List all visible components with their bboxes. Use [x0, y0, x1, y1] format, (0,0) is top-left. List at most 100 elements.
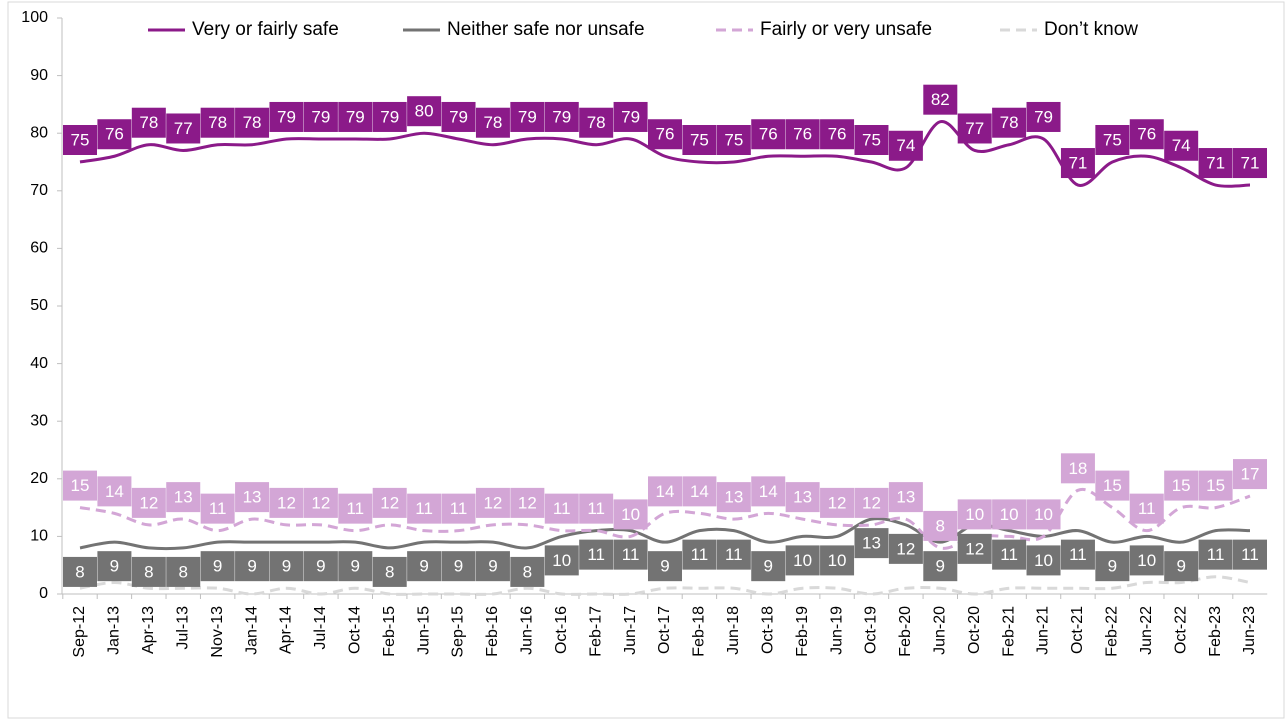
x-tick-label: Oct-21	[1069, 606, 1086, 654]
data-label: 8	[523, 562, 532, 581]
data-label: 9	[936, 557, 945, 576]
data-label: 78	[587, 113, 606, 132]
x-tick-label: Oct-19	[863, 606, 880, 654]
data-label: 8	[385, 562, 394, 581]
data-label: 13	[862, 534, 881, 553]
data-label-box	[1026, 101, 1061, 132]
data-label: 12	[277, 493, 296, 512]
data-label-box	[269, 551, 304, 582]
data-label-box	[475, 551, 510, 582]
data-label-box	[235, 551, 270, 582]
data-label: 8	[936, 516, 945, 535]
data-label-box	[820, 545, 855, 576]
x-tick-label: Jun-16	[519, 606, 536, 655]
data-label: 13	[896, 488, 915, 507]
data-label-box	[63, 470, 97, 501]
data-label-box	[579, 107, 614, 138]
data-label-box	[372, 556, 407, 587]
chart-frame	[7, 1, 1285, 719]
data-label-box	[682, 539, 717, 570]
data-label-box	[544, 493, 579, 524]
data-label-box	[338, 493, 373, 524]
data-label-box	[166, 113, 201, 144]
data-label-box	[510, 556, 545, 587]
data-label-box	[1198, 470, 1233, 501]
data-label: 9	[660, 557, 669, 576]
data-label-box	[441, 101, 476, 132]
data-label-box	[544, 545, 579, 576]
data-label: 11	[1000, 545, 1018, 564]
legend-label: Neither safe nor unsafe	[447, 19, 645, 40]
data-label: 71	[1206, 154, 1225, 173]
data-label: 77	[965, 119, 984, 138]
data-label: 13	[793, 488, 812, 507]
data-label-box	[63, 125, 97, 155]
data-label-box	[372, 487, 407, 518]
data-label-box	[613, 101, 648, 132]
data-label-box	[1164, 470, 1199, 501]
data-label: 11	[553, 499, 571, 518]
data-label-box	[957, 499, 992, 530]
data-label: 17	[1241, 465, 1260, 484]
data-label: 12	[896, 539, 915, 558]
x-tick-label: Jun-18	[725, 606, 742, 655]
data-label-box	[407, 493, 442, 524]
data-label-box	[613, 539, 648, 570]
data-label-box	[131, 556, 166, 587]
data-label-box	[235, 482, 270, 513]
data-label-box	[475, 487, 510, 518]
data-label: 79	[277, 107, 296, 126]
data-label: 9	[110, 557, 119, 576]
data-label: 78	[139, 113, 158, 132]
x-tick-label: Jun-21	[1035, 606, 1052, 655]
x-tick-label: Feb-23	[1207, 606, 1224, 657]
data-label: 12	[862, 493, 881, 512]
data-label-box	[957, 113, 992, 144]
data-label: 79	[621, 107, 640, 126]
data-label-box	[957, 533, 992, 564]
data-label: 12	[965, 539, 984, 558]
data-label-box	[1198, 148, 1233, 179]
data-label-box	[854, 125, 889, 155]
data-label-box	[716, 539, 751, 570]
data-label: 13	[243, 488, 262, 507]
data-label: 9	[247, 557, 256, 576]
data-label-box	[716, 482, 751, 513]
y-tick-label: 50	[30, 297, 48, 314]
data-label: 8	[144, 562, 153, 581]
data-label-box	[544, 101, 579, 132]
data-label-box	[510, 101, 545, 132]
data-label-box	[785, 545, 820, 576]
data-label: 71	[1241, 154, 1260, 173]
y-tick-label: 30	[30, 412, 48, 429]
legend-label: Very or fairly safe	[192, 19, 339, 40]
data-label: 12	[139, 493, 158, 512]
data-label-box	[1198, 539, 1233, 570]
data-label-box	[303, 101, 338, 132]
data-label: 11	[1138, 499, 1156, 518]
data-label: 10	[552, 551, 571, 570]
data-label: 11	[622, 545, 640, 564]
data-label: 9	[316, 557, 325, 576]
y-tick-label: 90	[30, 67, 48, 84]
data-label-box	[854, 487, 889, 518]
data-label: 10	[1137, 551, 1156, 570]
data-label: 9	[1108, 557, 1117, 576]
data-label: 78	[243, 113, 262, 132]
data-label-box	[97, 476, 132, 507]
data-label-box	[166, 482, 201, 513]
data-label: 10	[1034, 551, 1053, 570]
data-label-box	[1164, 130, 1199, 161]
data-label-box	[1129, 493, 1164, 524]
data-label-box	[269, 487, 304, 518]
x-tick-label: Sep-12	[71, 606, 88, 658]
data-label-box	[200, 107, 235, 138]
data-label: 10	[828, 551, 847, 570]
data-label: 14	[690, 482, 709, 501]
data-label-box	[97, 551, 132, 582]
data-label-box	[923, 510, 958, 541]
data-label-box	[1026, 545, 1061, 576]
data-label-box	[682, 476, 717, 507]
data-label-box	[992, 499, 1027, 530]
data-label: 10	[1034, 505, 1053, 524]
